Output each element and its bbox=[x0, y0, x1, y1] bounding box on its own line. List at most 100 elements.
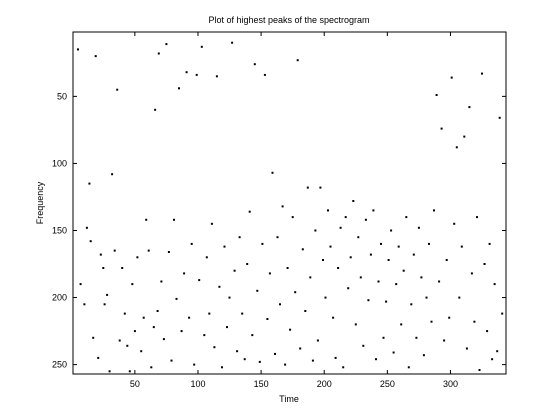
data-point bbox=[241, 312, 244, 315]
data-point bbox=[221, 366, 223, 369]
x-tick-label: 200 bbox=[317, 379, 332, 389]
data-point bbox=[392, 351, 395, 354]
data-point bbox=[215, 75, 218, 78]
data-point bbox=[193, 363, 196, 366]
data-point bbox=[483, 263, 486, 265]
data-point bbox=[99, 253, 102, 256]
data-point bbox=[433, 209, 435, 212]
data-points bbox=[77, 41, 504, 373]
data-point bbox=[410, 303, 413, 306]
data-point bbox=[372, 209, 375, 212]
data-point bbox=[425, 296, 428, 299]
data-point bbox=[126, 344, 129, 347]
data-point bbox=[352, 200, 355, 202]
data-point bbox=[77, 48, 79, 51]
data-point bbox=[85, 226, 88, 229]
data-point bbox=[405, 216, 408, 219]
data-point bbox=[145, 218, 148, 221]
x-tick-label: 300 bbox=[443, 379, 458, 389]
data-point bbox=[258, 360, 261, 363]
data-point bbox=[327, 209, 329, 212]
data-point bbox=[496, 350, 499, 353]
data-point bbox=[422, 354, 425, 357]
data-point bbox=[430, 320, 433, 323]
data-point bbox=[147, 249, 150, 252]
data-point bbox=[198, 279, 201, 282]
x-axis-label: Time bbox=[279, 394, 299, 404]
data-point bbox=[180, 330, 183, 333]
data-point bbox=[162, 338, 165, 341]
data-point bbox=[375, 358, 377, 361]
data-point bbox=[83, 303, 86, 306]
data-point bbox=[276, 236, 279, 239]
data-point bbox=[213, 346, 216, 349]
data-point bbox=[238, 236, 241, 239]
data-point bbox=[498, 116, 501, 119]
data-point bbox=[94, 55, 97, 58]
data-point bbox=[170, 359, 173, 362]
data-point bbox=[309, 276, 312, 279]
data-point bbox=[347, 287, 350, 290]
data-point bbox=[455, 146, 458, 149]
data-point bbox=[173, 218, 175, 221]
data-point bbox=[183, 272, 186, 275]
data-point bbox=[468, 106, 471, 109]
data-point bbox=[486, 330, 489, 333]
data-point bbox=[92, 336, 95, 339]
data-point bbox=[322, 259, 324, 261]
data-point bbox=[324, 296, 327, 299]
data-point bbox=[188, 316, 191, 319]
data-point bbox=[253, 63, 256, 66]
data-point bbox=[160, 280, 163, 283]
data-point bbox=[420, 276, 423, 279]
data-point bbox=[103, 303, 106, 306]
data-point bbox=[377, 280, 380, 283]
x-tick-label: 100 bbox=[190, 379, 205, 389]
data-point bbox=[210, 222, 213, 225]
data-point bbox=[218, 285, 221, 288]
data-point bbox=[248, 210, 251, 213]
data-point bbox=[205, 256, 208, 259]
data-point bbox=[435, 94, 438, 96]
data-point bbox=[294, 291, 297, 294]
data-point bbox=[438, 280, 441, 283]
data-point bbox=[337, 267, 340, 269]
data-point bbox=[369, 253, 372, 256]
data-point bbox=[243, 358, 246, 361]
data-point bbox=[412, 253, 415, 256]
data-point bbox=[400, 323, 403, 326]
data-point bbox=[281, 205, 284, 208]
data-point bbox=[299, 347, 302, 350]
data-point bbox=[470, 272, 473, 275]
data-point bbox=[354, 323, 357, 326]
data-point bbox=[231, 41, 234, 44]
data-point bbox=[111, 173, 114, 176]
data-point bbox=[491, 358, 494, 361]
data-point bbox=[415, 336, 418, 339]
data-point bbox=[357, 236, 360, 239]
data-point bbox=[488, 242, 491, 245]
data-point bbox=[397, 245, 400, 248]
data-point bbox=[390, 229, 393, 232]
x-tick-label: 50 bbox=[130, 379, 140, 389]
data-point bbox=[450, 76, 453, 79]
data-point bbox=[152, 326, 155, 329]
chart-title: Plot of highest peaks of the spectrogram bbox=[208, 15, 369, 25]
data-point bbox=[291, 216, 294, 219]
data-point bbox=[203, 334, 206, 337]
data-point bbox=[156, 310, 159, 312]
data-point bbox=[271, 171, 274, 174]
data-point bbox=[501, 312, 504, 315]
data-point bbox=[448, 316, 451, 319]
data-point bbox=[453, 222, 456, 225]
y-tick-label: 200 bbox=[52, 293, 67, 303]
data-point bbox=[306, 186, 309, 189]
data-point bbox=[284, 363, 287, 366]
y-axis-ticks: 50 100 150 200 250 bbox=[52, 91, 506, 370]
data-point bbox=[458, 296, 461, 299]
data-point bbox=[319, 186, 322, 189]
data-point bbox=[226, 326, 228, 329]
data-point bbox=[89, 240, 92, 243]
data-point bbox=[142, 316, 145, 319]
data-point bbox=[364, 218, 367, 221]
